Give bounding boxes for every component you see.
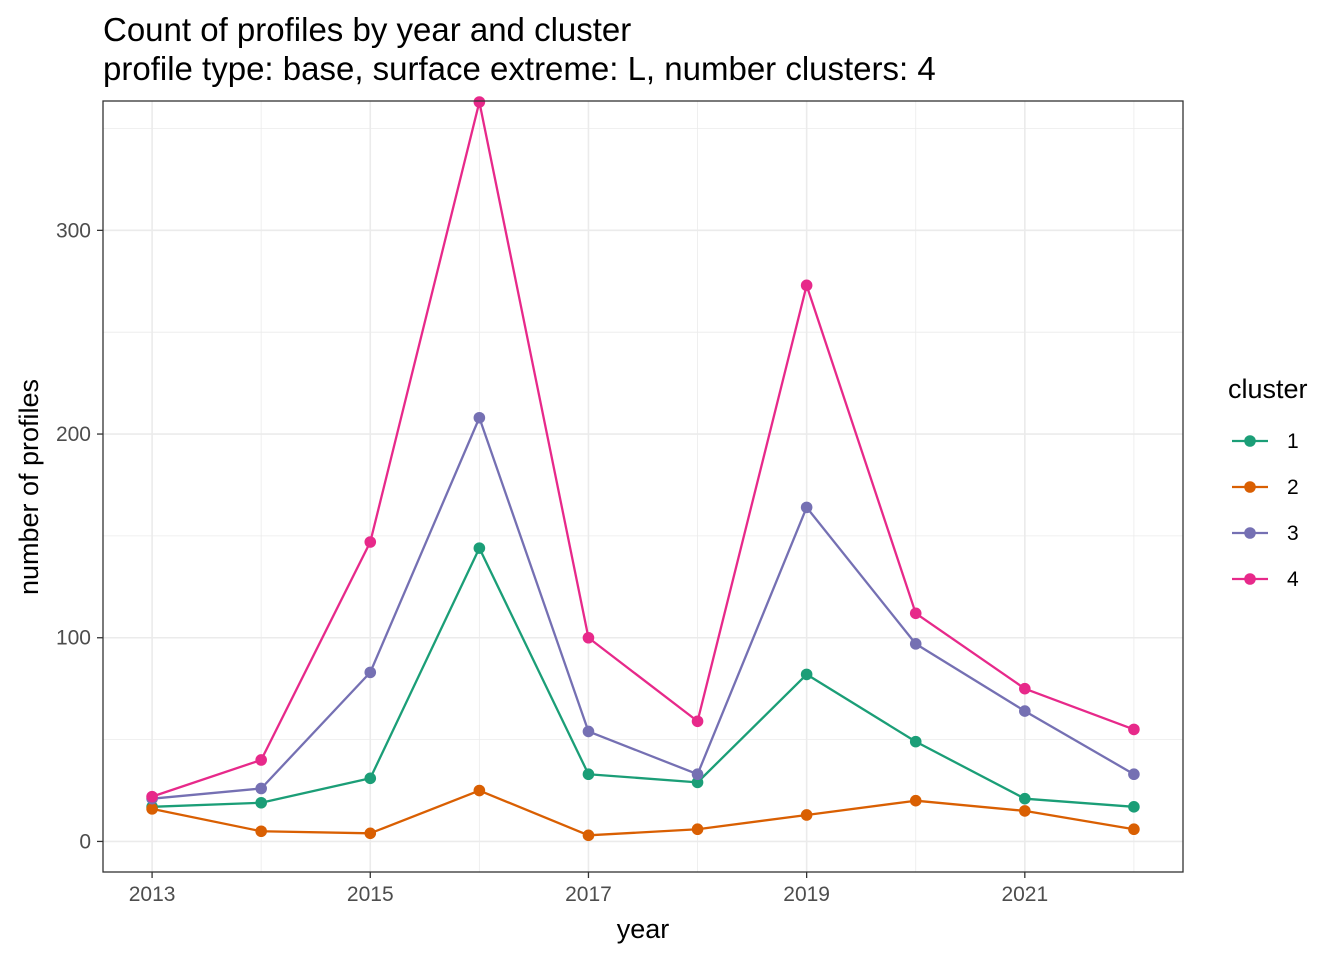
data-point <box>1128 823 1140 836</box>
data-point <box>909 638 922 650</box>
x-axis-title: year <box>617 914 670 944</box>
legend-key-point <box>1244 481 1256 493</box>
legend-key-point <box>1244 435 1256 447</box>
x-tick-label: 2015 <box>347 883 394 906</box>
series-4 <box>146 96 1140 803</box>
series-line <box>151 789 1135 837</box>
data-point <box>255 754 267 766</box>
data-point <box>691 823 704 836</box>
data-point <box>1019 705 1031 717</box>
data-point <box>146 790 158 803</box>
data-point <box>364 666 377 679</box>
legend-item-3: 3 <box>1232 522 1299 545</box>
legend-label: 1 <box>1287 430 1299 453</box>
y-tick-label: 100 <box>56 627 91 650</box>
data-point <box>255 782 267 795</box>
data-point <box>473 96 486 108</box>
series-3 <box>146 411 1140 805</box>
data-point <box>473 784 486 797</box>
x-tick-label: 2019 <box>783 883 830 906</box>
data-point <box>691 715 704 728</box>
data-point <box>364 827 377 840</box>
data-point <box>473 542 486 554</box>
data-point <box>582 768 595 781</box>
legend-key-point <box>1244 527 1256 539</box>
plot-panel <box>102 96 1184 873</box>
legend-item-1: 1 <box>1232 430 1299 453</box>
legend: cluster 1 2 3 4 <box>1228 374 1308 591</box>
data-point <box>800 279 813 292</box>
legend-label: 3 <box>1287 522 1299 545</box>
data-point <box>1128 723 1140 736</box>
data-point <box>1019 792 1031 805</box>
data-point <box>582 725 595 738</box>
y-tick-label: 300 <box>56 219 91 242</box>
x-tick-label: 2013 <box>129 883 176 906</box>
data-point <box>800 809 813 821</box>
data-point <box>909 735 922 748</box>
chart-subtitle: profile type: base, surface extreme: L, … <box>103 50 936 87</box>
data-point <box>255 796 267 809</box>
series-line <box>151 100 1135 798</box>
y-tick-label: 200 <box>56 423 91 446</box>
legend-title: cluster <box>1228 374 1308 404</box>
data-point <box>364 536 377 548</box>
data-point <box>909 794 922 807</box>
data-point <box>582 631 595 644</box>
data-point <box>255 825 267 838</box>
x-axis: 2013 2015 2017 2019 2021 <box>129 872 1048 906</box>
minor-gridlines <box>103 101 1183 872</box>
y-axis: 0 100 200 300 <box>56 219 103 853</box>
data-point <box>1128 801 1140 813</box>
data-point <box>1019 682 1031 695</box>
data-point <box>691 768 704 781</box>
legend-items: 1 2 3 4 <box>1232 430 1299 591</box>
major-gridlines <box>103 101 1183 872</box>
legend-label: 2 <box>1287 476 1299 499</box>
series-line <box>152 546 1134 808</box>
data-point <box>800 668 813 681</box>
y-axis-title: number of profiles <box>14 379 44 595</box>
legend-key-point <box>1244 573 1256 585</box>
data-point <box>364 772 377 785</box>
plot-background <box>103 101 1183 872</box>
data-point <box>1128 768 1140 781</box>
x-tick-label: 2017 <box>565 883 612 906</box>
series-layer <box>146 96 1140 842</box>
x-tick-label: 2021 <box>1001 883 1048 906</box>
data-point <box>691 776 704 789</box>
data-point <box>146 803 158 815</box>
legend-item-2: 2 <box>1232 476 1299 499</box>
data-point <box>582 829 595 842</box>
y-tick-label: 0 <box>79 830 91 853</box>
legend-item-4: 4 <box>1232 568 1299 591</box>
data-point <box>800 501 813 514</box>
series-2 <box>146 784 1140 842</box>
data-point <box>473 411 486 424</box>
plot-border <box>102 100 1184 873</box>
data-point <box>909 607 922 620</box>
chart-title: Count of profiles by year and cluster <box>103 11 631 48</box>
series-line <box>151 416 1135 800</box>
legend-label: 4 <box>1287 568 1299 591</box>
data-point <box>1019 805 1031 817</box>
